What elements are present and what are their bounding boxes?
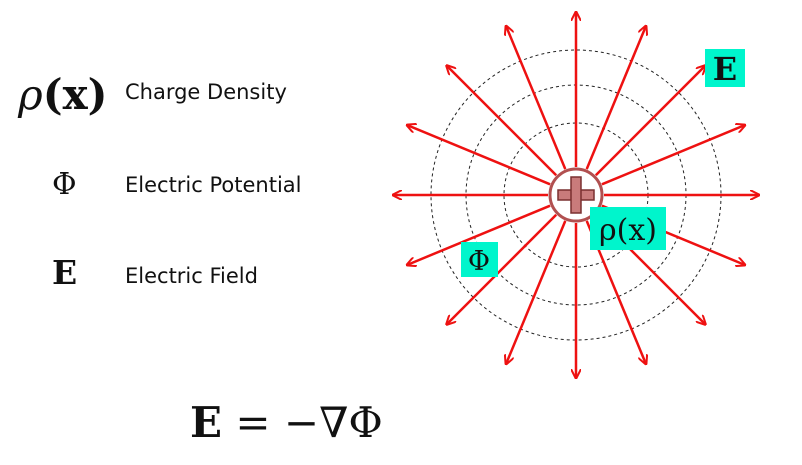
electric-field-symbol: E bbox=[52, 253, 78, 292]
electric-potential-label: Electric Potential bbox=[125, 173, 302, 197]
charge-density-symbol: ρ(x) bbox=[18, 70, 108, 119]
electric-field-label: Electric Field bbox=[125, 264, 258, 288]
field-line-arrow-2 bbox=[601, 125, 744, 186]
equation-lhs: E bbox=[190, 398, 223, 447]
field-tag-e-text: E bbox=[713, 50, 737, 88]
charge-density-tag-text: ρ(x) bbox=[599, 213, 657, 248]
field-line-arrow-10 bbox=[408, 204, 551, 265]
charge-density-tag-bg bbox=[590, 207, 666, 250]
charge-density-label: Charge Density bbox=[125, 80, 287, 104]
gradient-equation: E = −∇Φ bbox=[190, 398, 383, 447]
point-charge bbox=[548, 167, 604, 223]
electric-potential-symbol: Φ bbox=[52, 167, 77, 202]
field-line-arrow-11 bbox=[447, 213, 558, 324]
field-tag-e-bg bbox=[705, 49, 745, 87]
plus-icon-center bbox=[572, 191, 580, 199]
field-lines bbox=[394, 13, 758, 377]
equation-rhs: = −∇Φ bbox=[222, 398, 383, 447]
field-line-arrow-6 bbox=[506, 27, 567, 170]
charge-density-tag: ρ(x) bbox=[590, 207, 666, 250]
field-line-arrow-7 bbox=[447, 66, 558, 177]
potential-tag-phi: Φ bbox=[461, 242, 498, 277]
field-tag-e: E bbox=[705, 49, 745, 88]
field-line-arrow-12 bbox=[506, 220, 567, 363]
field-line-arrow-8 bbox=[408, 125, 551, 186]
field-line-arrow-4 bbox=[585, 27, 646, 170]
potential-tag-phi-text: Φ bbox=[468, 246, 490, 277]
field-line-arrow-3 bbox=[594, 66, 705, 177]
potential-tag-phi-bg bbox=[461, 242, 498, 277]
